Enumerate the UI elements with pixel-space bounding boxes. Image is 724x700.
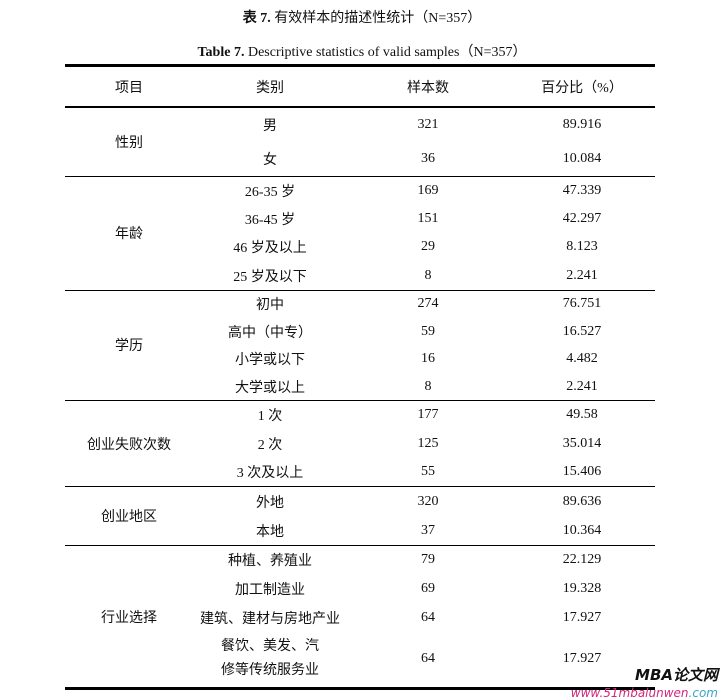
percent-cell: 17.927	[509, 631, 655, 691]
header-row: 项目 类别 样本数 百分比（%）	[65, 64, 655, 108]
header-percent: 百分比（%）	[509, 64, 655, 108]
count-cell: 177	[347, 400, 509, 430]
table-row: 女 36 10.084	[65, 142, 655, 177]
percent-cell: 4.482	[566, 351, 598, 367]
percent-cell: 47.339	[509, 175, 655, 205]
header-count: 样本数	[347, 64, 509, 108]
percent-cell: 2.241	[566, 267, 598, 283]
item-cell: 创业失败次数	[65, 400, 193, 487]
item-cell: 性别	[65, 106, 193, 176]
table-row: 行业选择 种植、养殖业 79 22.129	[65, 545, 655, 691]
count-cell: 79	[347, 545, 509, 575]
count-cell: 321	[347, 106, 509, 142]
table-row: 学历 初中 274 76.751	[65, 289, 655, 401]
caption-en-text: Descriptive statistics of valid samples（…	[247, 45, 527, 60]
item-cell: 学历	[65, 289, 193, 401]
count-cell: 16	[421, 351, 435, 367]
category-cell: 高中（中专）	[228, 325, 312, 341]
table-row: 创业地区 外地 320 89.636	[65, 486, 655, 546]
percent-cell: 89.636	[509, 486, 655, 517]
percent-cell: 35.014	[562, 435, 602, 451]
table-row: 餐饮、美发、汽修等传统服务业 64 17.927	[65, 631, 655, 691]
percent-cell: 76.751	[509, 289, 655, 318]
count-cell: 29	[421, 239, 435, 255]
percent-cell: 22.129	[509, 545, 655, 575]
header-item: 项目	[65, 64, 193, 108]
category-cell: 女	[263, 152, 277, 168]
table-row: 2 次 125 35.014	[65, 429, 655, 458]
percent-cell: 10.364	[562, 522, 602, 538]
percent-cell: 8.123	[566, 239, 598, 255]
percent-cell: 89.916	[509, 106, 655, 142]
category-cell: 大学或以上	[235, 380, 305, 396]
count-cell: 8	[424, 267, 432, 283]
category-cell: 餐饮、美发、汽修等传统服务业	[193, 631, 347, 691]
table-row: 25 岁及以下 8 2.241	[65, 262, 655, 291]
watermark-url-main: www.51mbalunwen	[570, 686, 689, 700]
table-row: 加工制造业 69 19.328	[65, 575, 655, 604]
category-cell: 小学或以下	[235, 353, 305, 369]
table-row: 创业失败次数 1 次 177 49.58	[65, 400, 655, 487]
category-cell: 种植、养殖业	[193, 545, 347, 575]
count-cell: 125	[417, 435, 439, 451]
table-row: 大学或以上 8 2.241	[65, 373, 655, 401]
category-cell: 外地	[193, 486, 347, 517]
table-row: 高中（中专） 59 16.527	[65, 318, 655, 346]
watermark-url-tld: .com	[688, 686, 718, 700]
table-row: 46 岁及以上 29 8.123	[65, 233, 655, 262]
category-cell: 26-35 岁	[193, 175, 347, 205]
count-cell: 69	[421, 581, 435, 597]
table-row: 年龄 26-35 岁 169 47.339	[65, 175, 655, 290]
count-cell: 8	[424, 378, 432, 394]
category-cell: 25 岁及以下	[233, 269, 307, 285]
table-row: 建筑、建材与房地产业 64 17.927	[65, 604, 655, 632]
table-row: 性别男 321 89.916	[65, 106, 655, 176]
percent-cell: 15.406	[562, 464, 602, 480]
table-row: 3 次及以上 55 15.406	[65, 458, 655, 487]
category-cell: 2 次	[257, 437, 283, 453]
category-cell: 46 岁及以上	[233, 241, 307, 257]
category-cell: 男	[193, 106, 347, 142]
category-cell: 建筑、建材与房地产业	[200, 611, 340, 627]
percent-cell: 10.084	[562, 150, 602, 166]
count-cell: 64	[421, 609, 435, 625]
percent-cell: 16.527	[562, 323, 602, 339]
statistics-table: 项目 类别 样本数 百分比（%） 性别男 321 89.916 女 36 10.084 年龄…	[65, 64, 655, 691]
percent-cell: 42.297	[562, 210, 602, 226]
count-cell: 59	[421, 323, 435, 339]
item-cell: 行业选择	[65, 545, 193, 691]
item-cell: 年龄	[65, 175, 193, 290]
percent-cell: 19.328	[562, 581, 602, 597]
percent-cell: 49.58	[509, 400, 655, 430]
table-row: 36-45 岁 151 42.297	[65, 205, 655, 234]
table-row: 本地 37 10.364	[65, 516, 655, 546]
table-row: 小学或以下 16 4.482	[65, 345, 655, 373]
caption-en-prefix: Table 7.	[197, 45, 245, 60]
percent-cell: 17.927	[562, 609, 602, 625]
count-cell: 64	[347, 631, 509, 691]
count-cell: 151	[417, 210, 439, 226]
count-cell: 55	[421, 464, 435, 480]
watermark-url: www.51mbalunwen.com	[571, 686, 718, 700]
count-cell: 36	[421, 150, 435, 166]
watermark-logo: MBA论文网 www.51mbalunwen.com	[571, 664, 718, 700]
percent-cell: 2.241	[566, 378, 598, 394]
item-cell: 创业地区	[65, 486, 193, 546]
caption-cn-prefix: 表 7.	[242, 11, 271, 26]
caption-english: Table 7. Descriptive statistics of valid…	[0, 41, 724, 61]
category-cell: 初中	[193, 289, 347, 318]
category-cell: 加工制造业	[235, 583, 305, 599]
count-cell: 169	[347, 175, 509, 205]
category-cell: 36-45 岁	[244, 212, 296, 228]
count-cell: 274	[347, 289, 509, 318]
caption-cn-text: 有效样本的描述性统计（N=357）	[274, 11, 482, 26]
header-category: 类别	[193, 64, 347, 108]
watermark-title: MBA论文网	[635, 666, 718, 684]
category-cell: 本地	[256, 524, 284, 540]
category-cell: 1 次	[193, 400, 347, 430]
category-cell: 3 次及以上	[236, 466, 304, 482]
caption-chinese: 表 7. 有效样本的描述性统计（N=357）	[0, 7, 724, 27]
count-cell: 37	[421, 522, 435, 538]
count-cell: 320	[347, 486, 509, 517]
